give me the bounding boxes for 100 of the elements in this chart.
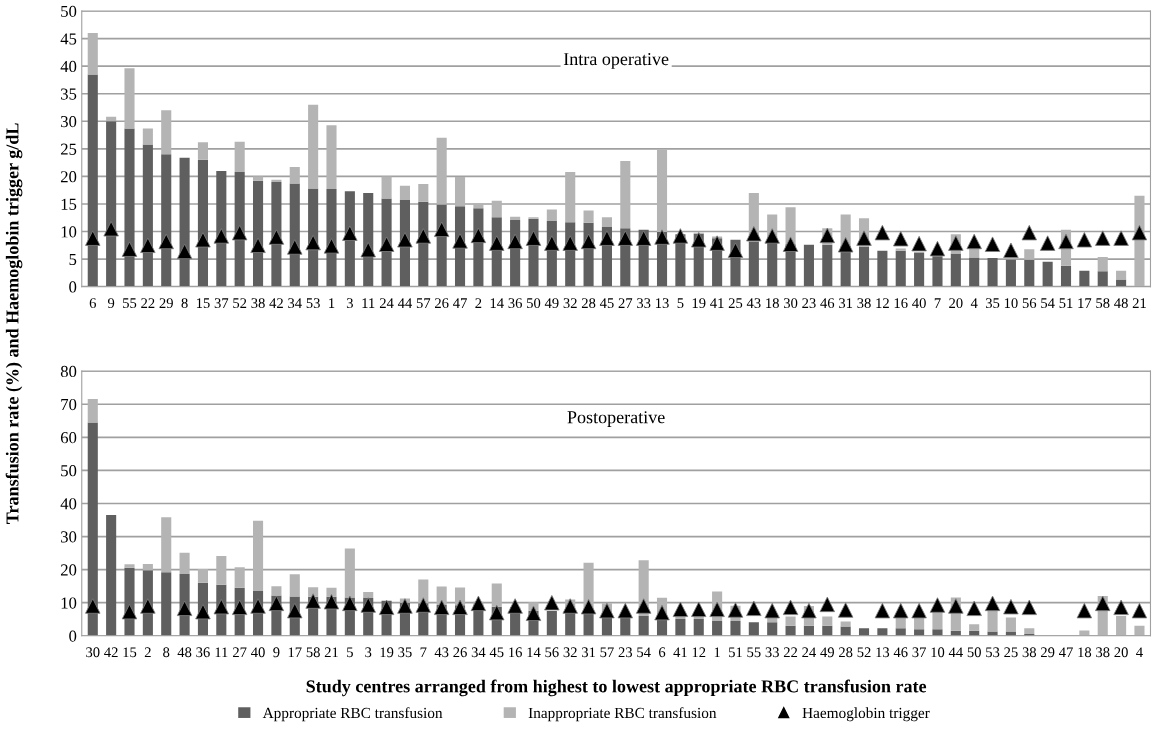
x-tick-label: 21 xyxy=(1132,298,1146,308)
y-tick-label: 35 xyxy=(61,88,77,100)
x-tick-label: 52 xyxy=(233,298,247,309)
x-tick-label: 20 xyxy=(1114,647,1128,658)
x-tick-label: 26 xyxy=(435,298,449,309)
y-axis-title: Transfusion rate (%) and Haemoglobin trigger g/dL xyxy=(5,123,23,524)
x-tick-label: 38 xyxy=(857,298,871,309)
y-tick-label: 40 xyxy=(60,498,77,510)
x-tick-label: 6 xyxy=(659,647,666,658)
x-tick-label: 7 xyxy=(934,298,941,308)
x-tick-label: 14 xyxy=(527,647,541,658)
y-tick-label: 10 xyxy=(61,226,77,238)
y-tick-label: 70 xyxy=(61,398,77,411)
x-tick-label: 47 xyxy=(1059,647,1073,658)
legend-label: Haemoglobin trigger xyxy=(802,707,930,722)
y-tick-label: 10 xyxy=(61,597,77,609)
x-tick-label: 10 xyxy=(1004,298,1018,309)
x-tick-label: 13 xyxy=(656,298,669,309)
x-tick-label: 31 xyxy=(581,647,595,658)
y-tick-label: 60 xyxy=(60,432,77,444)
x-tick-label: 43 xyxy=(746,298,761,309)
x-tick-label: 40 xyxy=(912,298,926,309)
x-tick-label: 14 xyxy=(490,298,504,308)
x-tick-label: 23 xyxy=(618,647,633,658)
text: Intra operative xyxy=(563,53,669,69)
x-tick-label: 34 xyxy=(288,298,302,309)
x-tick-label: 32 xyxy=(563,298,577,309)
x-tick-label: 47 xyxy=(453,298,467,308)
x-tick-label: 9 xyxy=(107,298,115,309)
x-tick-label: 33 xyxy=(765,647,779,658)
legend-label: Appropriate RBC transfusion xyxy=(262,707,443,722)
x-tick-label: 27 xyxy=(233,647,247,658)
x-tick-label: 37 xyxy=(912,647,926,658)
x-tick-label: 26 xyxy=(453,647,467,658)
x-tick-label: 2 xyxy=(144,647,151,658)
x-tick-label: 23 xyxy=(802,298,816,309)
x-tick-label: 34 xyxy=(471,647,486,658)
x-tick-label: 46 xyxy=(893,647,908,658)
x-tick-label: 32 xyxy=(563,647,577,658)
x-tick-label: 45 xyxy=(489,647,504,658)
x-tick-label: 25 xyxy=(728,298,743,309)
x-axis-title: Study centres arranged from highest to lowest appropriate RBC transfusion rate xyxy=(306,679,927,697)
x-tick-label: 28 xyxy=(581,298,596,309)
y-tick-label: 50 xyxy=(61,465,77,477)
x-tick-label: 2 xyxy=(475,298,482,308)
y-tick-label: 0 xyxy=(69,281,77,293)
x-tick-label: 37 xyxy=(214,298,229,309)
x-tick-label: 36 xyxy=(508,298,522,309)
x-tick-label: 15 xyxy=(196,298,210,309)
x-tick-label: 29 xyxy=(1041,647,1055,658)
x-tick-label: 22 xyxy=(141,298,155,308)
x-tick-label: 58 xyxy=(1096,298,1110,309)
x-tick-label: 1 xyxy=(329,298,335,308)
x-tick-label: 10 xyxy=(931,647,945,658)
x-tick-label: 30 xyxy=(86,647,100,658)
x-tick-label: 28 xyxy=(839,647,853,658)
x-tick-label: 49 xyxy=(820,647,834,658)
x-tick-label: 51 xyxy=(1059,298,1073,309)
x-tick-label: 6 xyxy=(89,298,96,309)
x-tick-label: 50 xyxy=(967,647,981,658)
y-tick-label: 30 xyxy=(61,115,77,128)
y-tick-label: 30 xyxy=(61,531,77,543)
x-tick-label: 11 xyxy=(362,298,375,308)
x-tick-label: 52 xyxy=(857,647,871,658)
x-tick-label: 5 xyxy=(347,647,353,658)
y-tick-label: 0 xyxy=(69,630,77,642)
x-tick-label: 45 xyxy=(599,298,614,309)
x-tick-label: 19 xyxy=(380,647,394,658)
y-tick-label: 50 xyxy=(61,5,77,17)
x-tick-label: 46 xyxy=(820,298,835,309)
x-tick-label: 58 xyxy=(306,647,320,658)
x-tick-label: 38 xyxy=(1022,647,1037,658)
x-tick-label: 42 xyxy=(269,298,283,308)
x-tick-label: 11 xyxy=(215,647,228,658)
x-tick-label: 5 xyxy=(677,298,684,309)
x-tick-label: 38 xyxy=(1096,647,1110,658)
x-tick-label: 36 xyxy=(196,647,210,658)
x-tick-label: 50 xyxy=(527,298,541,309)
x-tick-label: 4 xyxy=(1136,647,1143,658)
x-tick-label: 9 xyxy=(273,647,280,658)
x-tick-label: 43 xyxy=(434,647,449,658)
text: Postoperative xyxy=(567,411,665,427)
x-tick-label: 7 xyxy=(420,647,427,658)
x-tick-label: 8 xyxy=(181,298,188,309)
x-tick-label: 20 xyxy=(949,298,963,309)
x-tick-label: 31 xyxy=(839,298,853,309)
x-tick-label: 44 xyxy=(948,647,963,658)
y-tick-label: 15 xyxy=(61,198,77,210)
x-tick-label: 19 xyxy=(692,298,706,309)
x-tick-label: 4 xyxy=(970,298,978,308)
x-tick-label: 18 xyxy=(1078,647,1092,658)
x-tick-label: 8 xyxy=(163,647,170,658)
x-tick-label: 22 xyxy=(783,647,798,658)
x-tick-label: 16 xyxy=(894,298,908,309)
x-tick-label: 56 xyxy=(1022,298,1037,309)
x-tick-label: 38 xyxy=(251,298,265,309)
x-tick-label: 53 xyxy=(306,298,320,309)
x-tick-label: 13 xyxy=(876,647,890,658)
x-tick-label: 41 xyxy=(673,647,687,658)
y-tick-label: 45 xyxy=(60,33,77,45)
